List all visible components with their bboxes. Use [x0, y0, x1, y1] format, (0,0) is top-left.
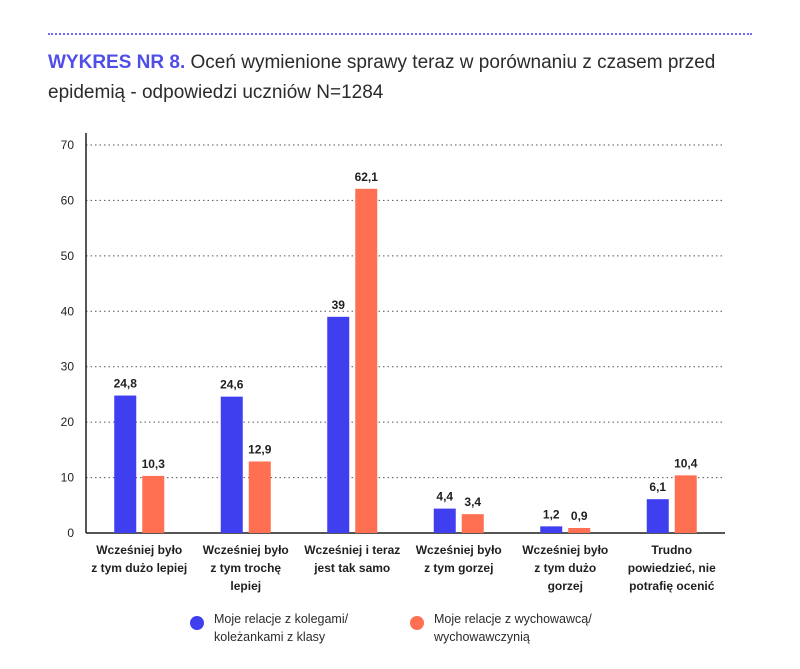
- chart-title-text: Oceń wymienione sprawy teraz w porównani…: [48, 52, 716, 103]
- bar-value-label: 0,9: [571, 509, 588, 523]
- bar-series1: [433, 508, 456, 533]
- category-label: Wcześniej było z tym dużo lepiej: [91, 543, 188, 575]
- category-label: Wcześniej i teraz jest tak samo: [304, 543, 401, 575]
- legend-label: Moje relacje z wychowawcą/ wychowawczyni…: [434, 612, 592, 644]
- legend-swatch: [190, 616, 204, 630]
- chart-title: WYKRES NR 8. Oceń wymienione sprawy tera…: [48, 48, 768, 108]
- bar-value-label: 1,2: [543, 507, 560, 521]
- y-tick-label: 60: [61, 193, 75, 207]
- legend-swatch: [410, 616, 424, 630]
- legend-item: Moje relacje z wychowawcą/ wychowawczyni…: [410, 610, 592, 646]
- legend-item: Moje relacje z kolegami/ koleżankami z k…: [190, 610, 348, 646]
- bar-value-label: 24,6: [220, 378, 244, 392]
- y-tick-label: 30: [61, 360, 75, 374]
- bar-series2: [674, 475, 697, 533]
- y-tick-label: 50: [61, 249, 75, 263]
- category-label: Wcześniej było z tym trochę lepiej: [202, 543, 289, 593]
- bar-value-label: 4,4: [436, 490, 453, 504]
- bar-series1: [646, 499, 669, 533]
- bar-series1: [220, 396, 243, 533]
- top-divider: [48, 33, 752, 35]
- legend-label: Moje relacje z kolegami/ koleżankami z k…: [214, 612, 349, 644]
- bar-series2: [461, 514, 484, 533]
- bar-value-label: 62,1: [355, 170, 379, 184]
- bar-series1: [114, 395, 137, 533]
- category-label: Wcześniej było z tym gorzej: [415, 543, 502, 575]
- bar-series2: [355, 188, 378, 533]
- bar-value-label: 6,1: [649, 480, 666, 494]
- bar-value-label: 12,9: [248, 442, 272, 456]
- bar-series2: [142, 475, 165, 533]
- bar-value-label: 10,3: [142, 457, 166, 471]
- y-tick-label: 40: [61, 304, 75, 318]
- bar-value-label: 10,4: [674, 456, 698, 470]
- y-tick-label: 10: [61, 471, 75, 485]
- y-tick-label: 0: [67, 526, 74, 540]
- bar-series2: [248, 461, 271, 533]
- category-label: Trudno powiedzieć, nie potrafię ocenić: [627, 543, 716, 593]
- bar-value-label: 3,4: [464, 495, 481, 509]
- bar-value-label: 39: [332, 298, 346, 312]
- bar-value-label: 24,8: [114, 377, 138, 391]
- y-tick-label: 70: [61, 138, 75, 152]
- category-label: Wcześniej było z tym dużo gorzej: [522, 543, 609, 593]
- bar-series1: [327, 316, 350, 533]
- y-tick-label: 20: [61, 415, 75, 429]
- bar-series1: [540, 526, 563, 533]
- chart-title-lead: WYKRES NR 8.: [48, 52, 186, 73]
- bar-series2: [568, 528, 591, 533]
